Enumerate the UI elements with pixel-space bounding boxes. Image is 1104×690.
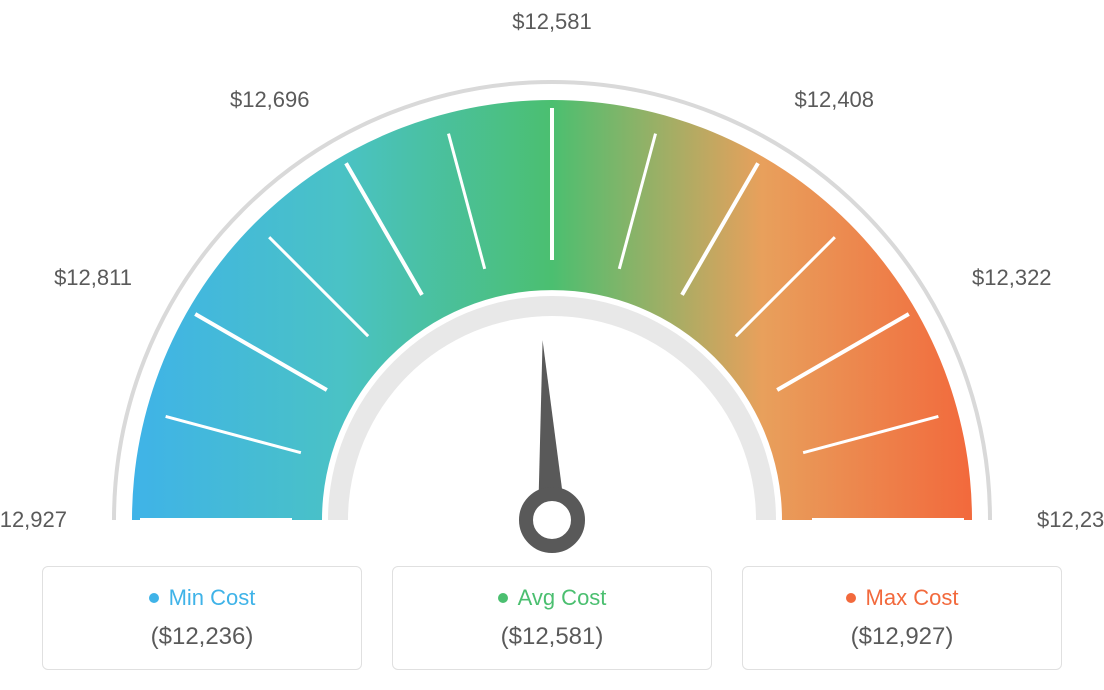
legend-card-avg: Avg Cost ($12,581) bbox=[392, 566, 712, 670]
gauge-tick-label: $12,581 bbox=[512, 9, 592, 35]
gauge-tick-label: $12,927 bbox=[0, 507, 67, 533]
legend-value-max: ($12,927) bbox=[851, 623, 954, 651]
gauge-tick-label: $12,408 bbox=[795, 87, 875, 113]
legend-row: Min Cost ($12,236) Avg Cost ($12,581) Ma… bbox=[0, 566, 1104, 670]
legend-dot-max bbox=[846, 593, 856, 603]
gauge-chart: $12,236 $12,322 $12,408 $12,581 $12,696 $12,8… bbox=[0, 0, 1104, 540]
legend-label-min: Min Cost bbox=[169, 585, 256, 611]
legend-label-avg: Avg Cost bbox=[518, 585, 607, 611]
gauge-svg bbox=[0, 40, 1104, 580]
legend-dot-avg bbox=[498, 593, 508, 603]
gauge-tick-label: $12,236 bbox=[1037, 507, 1104, 533]
legend-card-max: Max Cost ($12,927) bbox=[742, 566, 1062, 670]
legend-value-min: ($12,236) bbox=[151, 623, 254, 651]
legend-value-avg: ($12,581) bbox=[501, 623, 604, 651]
legend-dot-min bbox=[149, 593, 159, 603]
legend-card-min: Min Cost ($12,236) bbox=[42, 566, 362, 670]
gauge-tick-label: $12,322 bbox=[972, 265, 1052, 291]
legend-label-max: Max Cost bbox=[866, 585, 959, 611]
gauge-tick-label: $12,811 bbox=[54, 265, 132, 291]
gauge-tick-label: $12,696 bbox=[230, 87, 310, 113]
